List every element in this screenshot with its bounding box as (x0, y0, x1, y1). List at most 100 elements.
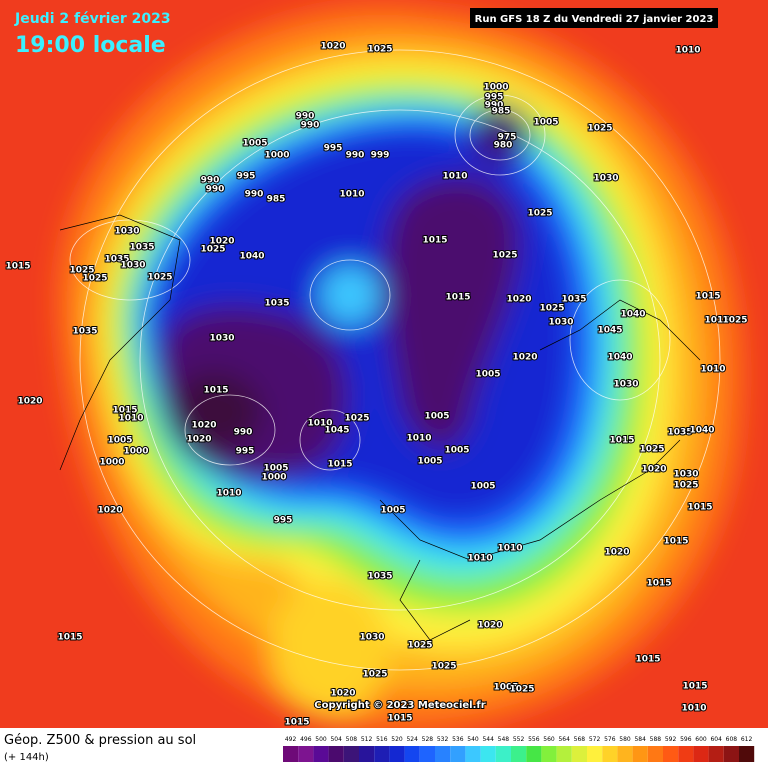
isobar-label: 1015 (646, 579, 671, 589)
colorbar-label: 576 (604, 736, 616, 743)
colorbar-cell (556, 746, 572, 762)
isobar-label: 995 (237, 172, 256, 182)
coastlines (59, 214, 701, 641)
field-layers (58, 6, 743, 728)
colorbar-label: 520 (391, 736, 403, 743)
isobar-label: 1030 (120, 261, 145, 271)
colorbar-cell (571, 746, 587, 762)
colorbar-cell (313, 746, 329, 762)
isobar-label: 1025 (367, 45, 392, 55)
colorbar-label: 592 (665, 736, 677, 743)
isobar-label: 1030 (593, 174, 618, 184)
isobar-label: 990 (296, 112, 315, 122)
isobar-label: 1025 (587, 124, 612, 134)
isobar-label: 1005 (424, 412, 449, 422)
isobar-label: 1010 (467, 554, 492, 564)
footer-lead: (+ 144h) (4, 752, 49, 763)
isobar-label: 1040 (689, 426, 714, 436)
colorbar-label: 508 (346, 736, 358, 743)
colorbar-cell (283, 746, 299, 762)
isobar-label: 990 (346, 151, 365, 161)
colorbar-cell (511, 746, 527, 762)
colorbar: 492 496 500 504 508 512 516 520 524 528 532 536 540 5… (283, 736, 755, 762)
isobar-label: 1030 (359, 633, 384, 643)
isobar-label: 1005 (470, 482, 495, 492)
isobar-label: 1025 (722, 316, 747, 326)
isobar-label: 990 (201, 176, 220, 186)
isobar-label: 995 (485, 93, 504, 103)
isobar-label: 1025 (431, 662, 456, 672)
isobar-label: 1020 (320, 42, 345, 52)
isobar-label: 1015 (57, 633, 82, 643)
run: Run GFS 18 Z du Vendredi 27 janvier 2023 (475, 14, 714, 25)
colorbar-label: 580 (619, 736, 631, 743)
isobar-label: 1005 (242, 139, 267, 149)
colorbar-label: 552 (513, 736, 525, 743)
isobar-label: 1025 (539, 304, 564, 314)
isobar-label: 1030 (548, 318, 573, 328)
isobar-label: 1040 (239, 252, 264, 262)
colorbar-label: 584 (634, 736, 646, 743)
colorbar-cell (465, 746, 481, 762)
colorbar-cell (602, 746, 618, 762)
isobar-label: 1005 (533, 118, 558, 128)
colorbar-label: 588 (650, 736, 662, 743)
colorbar-cell (298, 746, 314, 762)
colorbar-cell (617, 746, 633, 762)
colorbar-label: 608 (726, 736, 738, 743)
isobar-label: 1035 (667, 428, 692, 438)
isobar-label: 1000 (261, 473, 286, 483)
colorbar-cell (526, 746, 542, 762)
isobar-label: 975 (498, 133, 517, 143)
colorbar-label: 604 (710, 736, 722, 743)
isobar-label: 1005 (444, 446, 469, 456)
isobar-label: 1035 (104, 255, 129, 265)
colorbar-cell (663, 746, 679, 762)
date: Jeudi 2 février 2023 (14, 11, 171, 27)
colorbar-label: 496 (300, 736, 312, 743)
colorbar-cell (541, 746, 557, 762)
isobar-label: 1035 (367, 572, 392, 582)
colorbar-cell (708, 746, 724, 762)
isobar-label: 1020 (604, 548, 629, 558)
colorbar-label: 544 (482, 736, 494, 743)
isobar-label: 1000 (99, 458, 124, 468)
isobar-label: 1015 (112, 406, 137, 416)
isobar-label: 1025 (527, 209, 552, 219)
isobar-label: 1025 (362, 670, 387, 680)
isobar-label: 1025 (407, 641, 432, 651)
colorbar-label: 564 (558, 736, 570, 743)
isobar-label: 1020 (209, 237, 234, 247)
isobar-label: 1005 (417, 457, 442, 467)
colorbar-label: 500 (315, 736, 327, 743)
colorbar-label: 548 (498, 736, 510, 743)
colorbar-label: 516 (376, 736, 388, 743)
isobar-label: 995 (236, 447, 255, 457)
isobar-label: 1000 (483, 83, 508, 93)
colorbar-label: 528 (422, 736, 434, 743)
isobar-label: 1020 (506, 295, 531, 305)
isobar-label: 1010 (442, 172, 467, 182)
isobar-label: 1025 (673, 481, 698, 491)
colorbar-label: 532 (437, 736, 449, 743)
isobar-label: 1015 (327, 460, 352, 470)
time: 19:00 locale (15, 33, 166, 58)
isobar-label: 980 (494, 141, 513, 151)
isobar-label: 1025 (509, 685, 534, 695)
isobar-label: 1035 (129, 243, 154, 253)
isobar-label: 1015 (387, 714, 412, 724)
isobar-label: 990 (206, 185, 225, 195)
isobar-label: 1020 (97, 506, 122, 516)
colorbar-label: 560 (543, 736, 555, 743)
isobar-label: 1015 (682, 682, 707, 692)
isobar-label: 1020 (512, 353, 537, 363)
footer-title: Géop. Z500 & pression au sol (4, 733, 196, 748)
colorbar-cell (343, 746, 359, 762)
colorbar-label: 556 (528, 736, 540, 743)
isobar-label: 1000 (264, 151, 289, 161)
isobar-label: 1005 (107, 436, 132, 446)
isobar-label: 1015 (635, 655, 660, 665)
colorbar-label: 512 (361, 736, 373, 743)
isobar-label: 1020 (191, 421, 216, 431)
